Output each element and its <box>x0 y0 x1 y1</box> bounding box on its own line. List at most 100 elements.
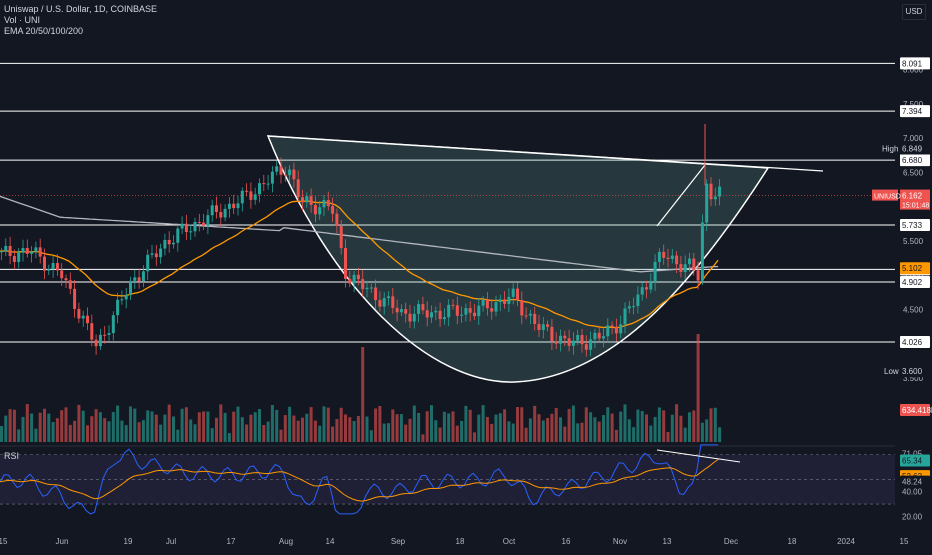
volume-bar <box>636 409 640 442</box>
low-label: Low <box>884 367 899 376</box>
volume-bar <box>378 406 382 442</box>
candle-body <box>94 339 98 347</box>
x-tick-label: 17 <box>227 537 236 546</box>
candle-body <box>417 304 421 314</box>
candle-body <box>365 287 369 290</box>
last-price-badge-bg <box>900 189 930 210</box>
candle-body <box>541 324 545 330</box>
legend-ema[interactable]: EMA 20/50/100/200 <box>4 26 84 36</box>
rsi-legend[interactable]: RSI <box>4 451 20 461</box>
ema-value-badge: 5.102 <box>902 264 923 273</box>
volume-bar <box>64 407 68 442</box>
volume-bar <box>176 429 180 442</box>
volume-bar <box>38 412 42 442</box>
x-tick-label: Dec <box>724 537 738 546</box>
y-tick-label: 3.500 <box>903 374 924 383</box>
candle-body <box>434 310 438 313</box>
candle-body <box>137 277 141 282</box>
candle-body <box>288 169 292 176</box>
volume-bar <box>395 414 399 442</box>
candle-body <box>404 309 408 314</box>
legend-volume[interactable]: Vol · UNI <box>4 15 41 25</box>
candle-body <box>326 200 330 207</box>
volume-bar <box>133 408 137 442</box>
candle-body <box>283 174 287 176</box>
candle-body <box>623 308 627 325</box>
candle-body <box>331 206 335 214</box>
candle-body <box>206 215 210 226</box>
candle-body <box>614 326 618 334</box>
volume-bar <box>344 414 347 442</box>
volume-bar <box>292 415 296 442</box>
candle-body <box>193 221 197 232</box>
x-tick-label: Sep <box>391 537 406 546</box>
candle-body <box>563 335 567 339</box>
candle-body <box>184 223 188 233</box>
volume-bar <box>675 404 679 442</box>
volume-bar <box>150 411 154 442</box>
candle-body <box>503 299 507 304</box>
x-tick-label: Aug <box>279 537 293 546</box>
candle-body <box>120 299 124 301</box>
volume-bar <box>47 413 51 442</box>
candle-body <box>369 287 373 289</box>
price-level-badge: 6.680 <box>902 156 923 165</box>
volume-bar <box>623 404 627 442</box>
candle-body <box>576 335 580 341</box>
volume-bar <box>86 425 89 442</box>
candle-body <box>348 278 352 284</box>
candle-body <box>718 186 722 197</box>
candle-body <box>150 253 154 255</box>
rsi-line <box>0 444 719 515</box>
x-tick-label: 15 <box>0 537 8 546</box>
volume-bar <box>25 404 29 442</box>
volume-bar <box>537 414 541 442</box>
volume-bar <box>55 418 59 442</box>
volume-bar <box>296 420 300 442</box>
candle-body <box>546 324 550 327</box>
volume-bar <box>468 409 472 442</box>
y-tick-label: 8.000 <box>903 66 924 75</box>
price-level-badge: 4.902 <box>902 278 923 287</box>
candle-body <box>464 308 468 315</box>
volume-bar <box>60 410 64 442</box>
volume-bar <box>137 422 141 442</box>
volume-bar <box>700 422 704 442</box>
volume-bar <box>120 420 124 442</box>
rsi-ma-line <box>0 459 719 502</box>
volume-bar <box>679 415 683 442</box>
candle-body <box>55 263 59 271</box>
volume-bar <box>197 412 201 442</box>
candle-body <box>275 166 279 172</box>
ema-200-line <box>0 195 719 273</box>
candle-body <box>339 226 343 249</box>
volume-bar <box>485 416 489 442</box>
volume-bar <box>584 407 588 442</box>
volume-bar <box>335 418 339 442</box>
currency-button[interactable]: USD <box>902 4 926 20</box>
volume-bar <box>313 420 317 442</box>
volume-bar <box>511 423 515 442</box>
volume-bar <box>348 417 352 442</box>
candle-body <box>700 222 704 281</box>
volume-bar <box>193 424 197 442</box>
volume-bar <box>245 424 249 442</box>
volume-bar <box>516 407 519 442</box>
volume-badge-bg <box>900 404 930 416</box>
candle-body <box>279 166 283 175</box>
rsi-level-label: 48.24 <box>902 478 923 487</box>
candle-body <box>77 308 81 319</box>
volume-bar <box>412 405 416 442</box>
candle-body <box>610 325 614 327</box>
volume-bar <box>163 414 167 442</box>
volume-bar <box>550 413 554 442</box>
volume-bar <box>705 419 709 442</box>
volume-bar <box>494 414 498 442</box>
volume-bar <box>434 420 438 442</box>
candle-body <box>382 298 386 307</box>
volume-bar <box>696 334 700 442</box>
volume-bar <box>369 430 373 442</box>
legend-title[interactable]: Uniswap / U.S. Dollar, 1D, COINBASE <box>4 4 158 14</box>
